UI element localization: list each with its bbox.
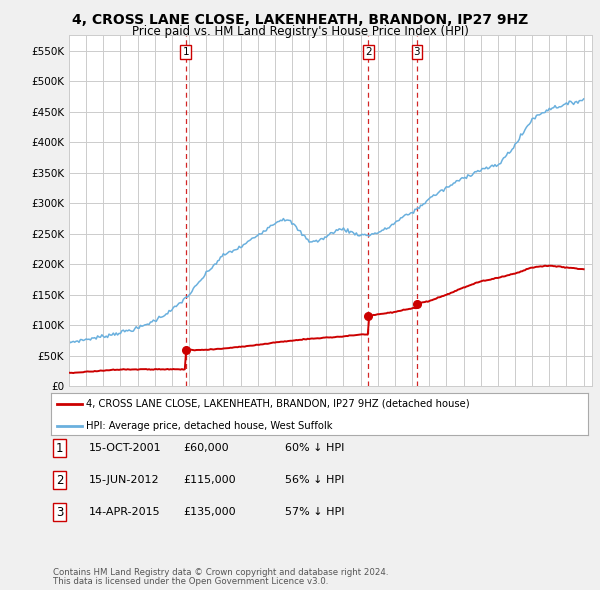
Text: 15-OCT-2001: 15-OCT-2001 <box>89 444 161 453</box>
Text: 1: 1 <box>56 442 63 455</box>
Text: 14-APR-2015: 14-APR-2015 <box>89 507 160 517</box>
Text: £135,000: £135,000 <box>183 507 236 517</box>
Text: £115,000: £115,000 <box>183 476 236 485</box>
Text: This data is licensed under the Open Government Licence v3.0.: This data is licensed under the Open Gov… <box>53 578 328 586</box>
Text: £60,000: £60,000 <box>183 444 229 453</box>
Text: 2: 2 <box>56 474 63 487</box>
Text: 56% ↓ HPI: 56% ↓ HPI <box>285 476 344 485</box>
Text: 4, CROSS LANE CLOSE, LAKENHEATH, BRANDON, IP27 9HZ (detached house): 4, CROSS LANE CLOSE, LAKENHEATH, BRANDON… <box>86 399 470 408</box>
Text: 1: 1 <box>182 47 189 57</box>
Text: 57% ↓ HPI: 57% ↓ HPI <box>285 507 344 517</box>
Text: Contains HM Land Registry data © Crown copyright and database right 2024.: Contains HM Land Registry data © Crown c… <box>53 568 388 577</box>
Text: Price paid vs. HM Land Registry's House Price Index (HPI): Price paid vs. HM Land Registry's House … <box>131 25 469 38</box>
Text: 15-JUN-2012: 15-JUN-2012 <box>89 476 160 485</box>
Text: 60% ↓ HPI: 60% ↓ HPI <box>285 444 344 453</box>
Text: 2: 2 <box>365 47 371 57</box>
Text: 4, CROSS LANE CLOSE, LAKENHEATH, BRANDON, IP27 9HZ: 4, CROSS LANE CLOSE, LAKENHEATH, BRANDON… <box>72 13 528 27</box>
Text: 3: 3 <box>56 506 63 519</box>
Text: HPI: Average price, detached house, West Suffolk: HPI: Average price, detached house, West… <box>86 421 332 431</box>
Text: 3: 3 <box>413 47 420 57</box>
